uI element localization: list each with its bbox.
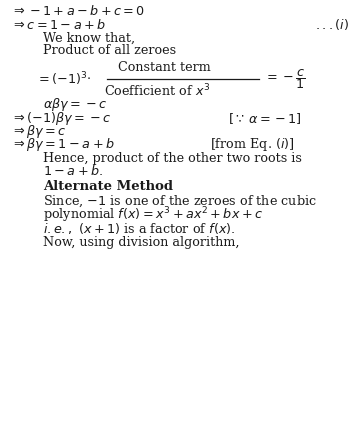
Text: $= (-1)^3{\cdot}$: $= (-1)^3{\cdot}$	[36, 70, 92, 88]
Text: $\Rightarrow \beta\gamma = 1 - a + b$: $\Rightarrow \beta\gamma = 1 - a + b$	[11, 136, 114, 153]
Text: $...\mathit{(i)}$: $...\mathit{(i)}$	[315, 17, 349, 32]
Text: [from Eq. $\mathit{(i)}$]: [from Eq. $\mathit{(i)}$]	[210, 136, 295, 153]
Text: $\Rightarrow (-1)\beta\gamma = -c$: $\Rightarrow (-1)\beta\gamma = -c$	[11, 110, 111, 127]
Text: Alternate Method: Alternate Method	[43, 180, 173, 193]
Text: Since, $-1$ is one of the zeroes of the cubic: Since, $-1$ is one of the zeroes of the …	[43, 194, 317, 209]
Text: $\Rightarrow \beta\gamma = c$: $\Rightarrow \beta\gamma = c$	[11, 123, 67, 140]
Text: Product of all zeroes: Product of all zeroes	[43, 45, 177, 57]
Text: $= -\dfrac{c}{1}$: $= -\dfrac{c}{1}$	[264, 67, 306, 91]
Text: polynomial $f(x) = x^3 + ax^2 + bx + c$: polynomial $f(x) = x^3 + ax^2 + bx + c$	[43, 205, 264, 225]
Text: Coefficient of $x^3$: Coefficient of $x^3$	[104, 82, 211, 99]
Text: $\Rightarrow c = 1 - a + b$: $\Rightarrow c = 1 - a + b$	[11, 18, 106, 31]
Text: $[\because\, \alpha = -1]$: $[\because\, \alpha = -1]$	[228, 110, 302, 126]
Text: $1 - a + b.$: $1 - a + b.$	[43, 164, 104, 178]
Text: $\alpha\beta\gamma = -c$: $\alpha\beta\gamma = -c$	[43, 96, 108, 113]
Text: $\Rightarrow -1 + a - b + c = 0$: $\Rightarrow -1 + a - b + c = 0$	[11, 4, 145, 17]
Text: Constant term: Constant term	[118, 61, 211, 74]
Text: We know that,: We know that,	[43, 32, 135, 45]
Text: Now, using division algorithm,: Now, using division algorithm,	[43, 236, 240, 249]
Text: Hence, product of the other two roots is: Hence, product of the other two roots is	[43, 152, 302, 164]
Text: $i.e.,$ $(x + 1)$ is a factor of $f(x).$: $i.e.,$ $(x + 1)$ is a factor of $f(x).$	[43, 221, 236, 236]
